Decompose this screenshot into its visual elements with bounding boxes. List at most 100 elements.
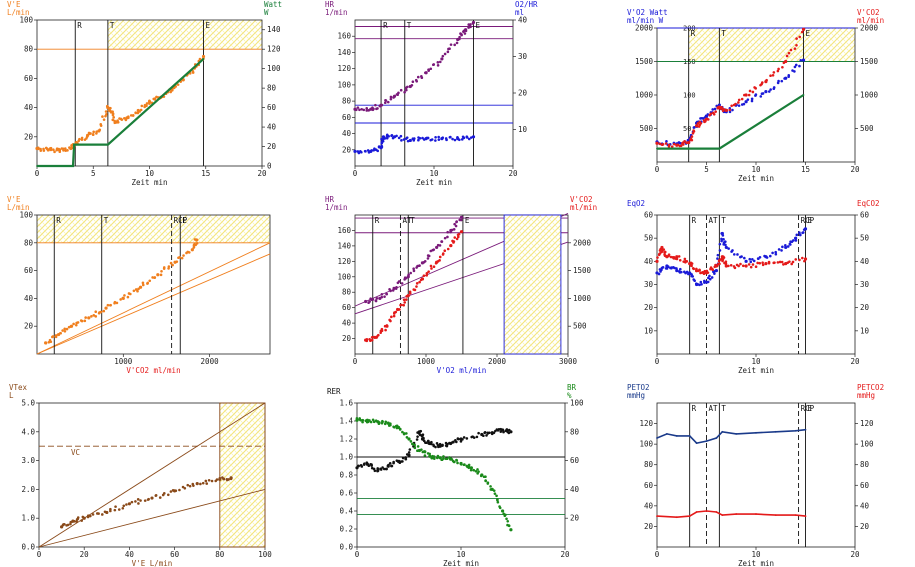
data-point-fill — [685, 270, 689, 274]
data-point — [801, 27, 806, 31]
data-point-fill — [787, 74, 791, 77]
data-point-fill — [44, 341, 48, 345]
data-point-fill — [365, 107, 369, 110]
data-point-fill — [698, 269, 701, 272]
y2-axis-label: O2/HR — [515, 0, 538, 9]
data-point-fill — [498, 506, 502, 510]
data-point-fill — [385, 467, 388, 471]
data-point-fill — [405, 453, 409, 456]
data-point-fill — [489, 488, 493, 491]
data-point-fill — [400, 282, 404, 285]
data-point-fill — [475, 435, 479, 439]
data-point-fill — [109, 509, 112, 513]
data-point-fill — [74, 323, 78, 327]
data-point-fill — [476, 468, 479, 471]
hatched-region — [37, 215, 270, 243]
data-point-fill — [139, 499, 142, 502]
data-point-fill — [706, 280, 710, 284]
y-axis-label: PETO2 — [627, 383, 650, 392]
data-point-fill — [436, 61, 440, 64]
data-point-fill — [474, 469, 478, 473]
data-point-fill — [63, 522, 66, 526]
data-point-fill — [109, 303, 112, 307]
data-point-fill — [658, 142, 662, 146]
y-tick-label: 100 — [337, 272, 351, 281]
y-tick-label: 20 — [24, 132, 34, 141]
data-point-fill — [751, 90, 755, 94]
data-point-fill — [367, 151, 371, 154]
data-point-fill — [111, 113, 115, 117]
data-point-fill — [383, 101, 387, 105]
data-point-fill — [391, 289, 395, 292]
data-point-fill — [62, 149, 65, 152]
x-tick-label: 0 — [655, 550, 660, 559]
data-point-fill — [472, 468, 475, 472]
data-point-fill — [484, 475, 487, 479]
data-point-fill — [199, 482, 202, 486]
y-tick-label: 60 — [342, 113, 352, 122]
phase-label: E — [182, 216, 187, 225]
data-point-fill — [65, 524, 68, 527]
data-point — [106, 143, 109, 146]
data-point — [804, 515, 807, 518]
data-point-fill — [681, 143, 685, 146]
data-point — [715, 437, 718, 439]
phase-label: RCP — [801, 404, 815, 413]
plot-frame — [656, 402, 856, 548]
data-point-fill — [359, 463, 363, 467]
data-point — [471, 135, 476, 139]
data-point-fill — [460, 463, 463, 466]
data-point-fill — [657, 272, 661, 276]
data-point-fill — [465, 136, 469, 139]
data-point-fill — [364, 150, 367, 153]
data-point-fill — [171, 263, 174, 267]
y-tick-label: 50 — [644, 234, 654, 243]
y-tick-label: 0.4 — [339, 507, 353, 516]
data-point-fill — [423, 260, 427, 263]
data-point-fill — [146, 282, 149, 285]
y2-axis-label: ml/min — [857, 16, 884, 25]
x-tick-label: 20 — [850, 550, 860, 559]
data-point-fill — [182, 254, 185, 257]
data-point — [459, 215, 464, 219]
data-point-fill — [419, 278, 423, 282]
data-point-fill — [69, 325, 73, 328]
data-point — [87, 316, 91, 320]
data-point-fill — [374, 419, 378, 422]
data-point-fill — [423, 450, 427, 454]
phase-label: T — [721, 404, 726, 413]
data-point-fill — [137, 287, 140, 291]
data-point — [724, 264, 728, 268]
data-point-fill — [357, 464, 360, 468]
phase-label: T — [104, 216, 109, 225]
y-axis-label: 1/min — [325, 203, 348, 212]
chart-p6: 0 10 20 10 20 30 40 50 60 10 20 30 40 50 60 EqO2 EqCO2 Ze… — [627, 199, 880, 375]
phase-label: R — [56, 216, 61, 225]
data-point-fill — [678, 258, 682, 262]
x-tick-label: 2000 — [488, 357, 507, 366]
data-point-fill — [395, 424, 399, 428]
data-point-fill — [438, 255, 442, 259]
data-point-fill — [129, 114, 133, 117]
data-point-fill — [683, 257, 687, 261]
data-point-fill — [734, 102, 737, 106]
data-point — [656, 437, 658, 439]
y-tick-label: 0.6 — [339, 489, 353, 498]
data-point-fill — [724, 243, 727, 247]
data-point-fill — [754, 93, 758, 96]
data-point-fill — [381, 419, 384, 423]
data-point-fill — [82, 517, 86, 520]
y2-axis-label: PETCO2 — [857, 383, 884, 392]
data-point-fill — [435, 442, 439, 445]
data-point-fill — [803, 259, 806, 263]
x-tick-label: 20 — [257, 169, 267, 178]
data-point — [687, 147, 690, 150]
data-point-fill — [102, 309, 106, 313]
data-point-fill — [395, 426, 399, 430]
data-point — [687, 140, 691, 145]
reference-diagonal — [36, 242, 271, 355]
data-point-fill — [148, 279, 152, 283]
data-point-fill — [795, 43, 798, 47]
data-point-fill — [444, 441, 448, 445]
data-point-fill — [455, 237, 459, 241]
